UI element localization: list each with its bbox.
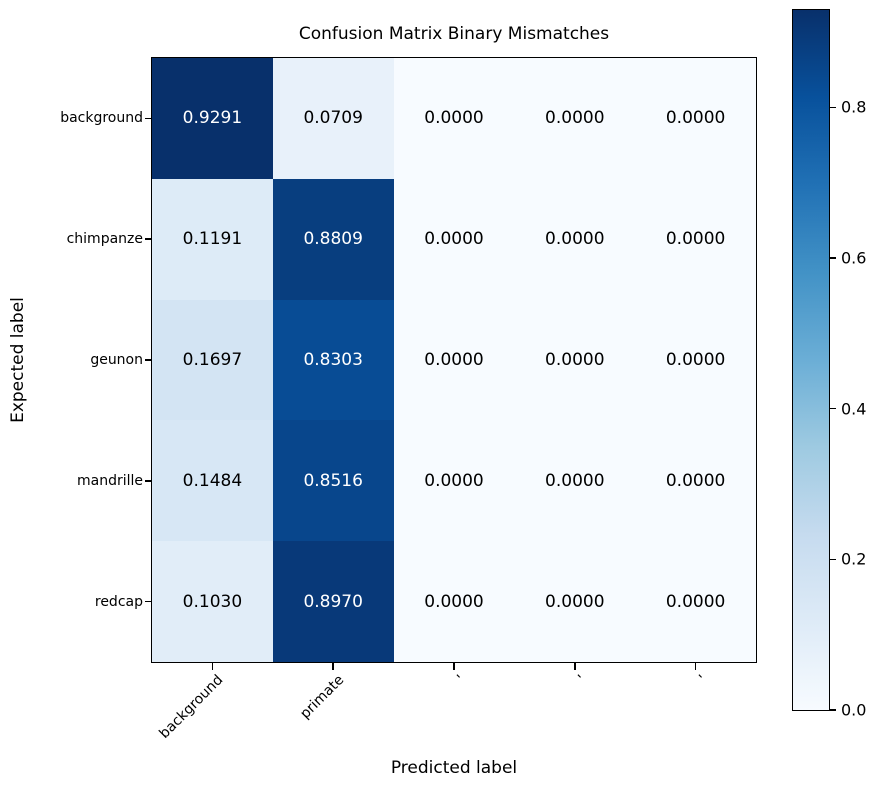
matrix-cell-value: 0.0000 xyxy=(545,108,605,129)
chart-title: Confusion Matrix Binary Mismatches xyxy=(298,24,610,44)
matrix-cell-r0c3: 0.0000 xyxy=(514,58,636,179)
colorbar-tick-mark xyxy=(830,407,836,410)
y-tick-mark xyxy=(145,238,152,240)
y-tick-label-chimpanze: chimpanze xyxy=(66,231,143,248)
x-tick-mark xyxy=(694,663,697,670)
y-tick-mark xyxy=(145,359,152,361)
matrix-cell-r4c4: 0.0000 xyxy=(635,541,756,662)
matrix-cell-r1c2: 0.0000 xyxy=(393,178,515,300)
matrix-cell-value: 0.0000 xyxy=(424,229,484,250)
heatmap-grid: 0.9291 0.0709 0.0000 0.0000 0.0000 0.1191 0.88… xyxy=(151,57,757,663)
matrix-cell-r3c0: 0.1484 xyxy=(152,420,273,542)
y-tick-mark xyxy=(145,600,152,603)
x-tick-mark xyxy=(211,663,214,670)
matrix-cell-value: 0.8809 xyxy=(303,229,363,250)
colorbar-tick-label-0.6: 0.6 xyxy=(841,248,867,268)
matrix-cell-r2c0: 0.1697 xyxy=(152,299,273,421)
colorbar-tick-mark xyxy=(830,106,836,109)
matrix-cell-value: 0.1697 xyxy=(182,349,243,370)
matrix-cell-r3c1: 0.8516 xyxy=(272,420,394,542)
y-tick-mark xyxy=(145,480,152,482)
matrix-cell-value: 0.0000 xyxy=(665,229,726,250)
matrix-cell-r0c2: 0.0000 xyxy=(393,58,515,179)
matrix-cell-r4c3: 0.0000 xyxy=(514,541,636,662)
matrix-cell-value: 0.0000 xyxy=(424,349,484,370)
matrix-cell-r2c1: 0.8303 xyxy=(272,299,394,421)
x-tick-mark xyxy=(453,663,455,670)
matrix-cell-value: 0.0000 xyxy=(545,591,605,612)
matrix-cell-value: 0.0000 xyxy=(424,591,484,612)
matrix-cell-r1c0: 0.1191 xyxy=(152,178,273,300)
matrix-cell-r4c2: 0.0000 xyxy=(393,541,515,662)
matrix-cell-value: 0.9291 xyxy=(182,108,243,129)
matrix-cell-r3c2: 0.0000 xyxy=(393,420,515,542)
y-tick-mark xyxy=(145,117,152,120)
matrix-cell-r1c4: 0.0000 xyxy=(635,178,756,300)
matrix-cell-value: 0.1030 xyxy=(182,591,243,612)
matrix-cell-value: 0.0000 xyxy=(545,470,605,491)
colorbar-tick-label-0.4: 0.4 xyxy=(841,399,867,419)
matrix-cell-value: 0.0709 xyxy=(303,108,363,129)
matrix-cell-r0c0: 0.9291 xyxy=(152,58,273,179)
matrix-cell-value: 0.1484 xyxy=(182,470,243,491)
matrix-cell-r4c1: 0.8970 xyxy=(272,541,394,662)
matrix-cell-r1c3: 0.0000 xyxy=(514,178,636,300)
colorbar-tick-label-0.0: 0.0 xyxy=(841,700,867,720)
matrix-cell-value: 0.8970 xyxy=(303,591,363,612)
matrix-cell-value: 0.1191 xyxy=(182,229,243,250)
colorbar-tick-label-0.2: 0.2 xyxy=(841,549,867,569)
matrix-cell-value: 0.8516 xyxy=(303,470,363,491)
x-tick-mark xyxy=(574,663,576,670)
matrix-cell-r3c4: 0.0000 xyxy=(635,420,756,542)
y-tick-label-geunon: geunon xyxy=(90,352,143,368)
x-tick-mark xyxy=(332,663,334,670)
colorbar-tick-mark xyxy=(830,558,836,561)
matrix-cell-r2c2: 0.0000 xyxy=(393,299,515,421)
matrix-cell-r2c3: 0.0000 xyxy=(514,299,636,421)
y-tick-label-mandrille: mandrille xyxy=(76,472,143,489)
matrix-cell-value: 0.0000 xyxy=(665,349,726,370)
colorbar-tick-label-0.8: 0.8 xyxy=(841,97,867,117)
matrix-cell-value: 0.0000 xyxy=(665,108,726,129)
matrix-cell-value: 0.0000 xyxy=(424,470,484,491)
colorbar-tick-mark xyxy=(830,709,836,711)
matrix-cell-r2c4: 0.0000 xyxy=(635,299,756,421)
matrix-cell-value: 0.0000 xyxy=(424,108,484,129)
matrix-cell-r1c1: 0.8809 xyxy=(272,178,394,300)
colorbar xyxy=(792,9,830,711)
y-tick-label-redcap: redcap xyxy=(94,593,143,610)
matrix-cell-value: 0.0000 xyxy=(665,591,726,612)
matrix-cell-r3c3: 0.0000 xyxy=(514,420,636,542)
colorbar-tick-mark xyxy=(830,257,836,259)
matrix-cell-value: 0.8303 xyxy=(303,349,363,370)
matrix-cell-r0c4: 0.0000 xyxy=(635,58,756,179)
matrix-cell-value: 0.0000 xyxy=(545,229,605,250)
matrix-cell-r4c0: 0.1030 xyxy=(152,541,273,662)
y-axis-label: Expected label xyxy=(8,297,28,423)
matrix-cell-r0c1: 0.0709 xyxy=(272,58,394,179)
y-tick-label-background: background xyxy=(60,110,143,127)
x-axis-label: Predicted label xyxy=(390,758,518,778)
matrix-cell-value: 0.0000 xyxy=(665,470,726,491)
matrix-cell-value: 0.0000 xyxy=(545,349,605,370)
